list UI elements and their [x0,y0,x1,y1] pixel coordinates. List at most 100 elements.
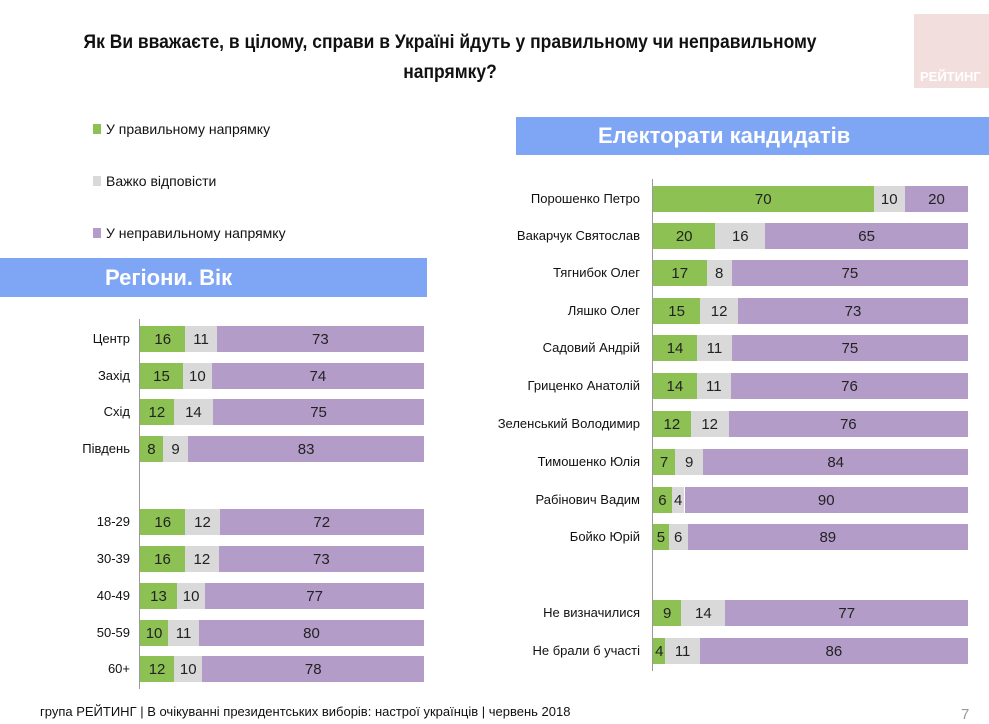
legend-label: У неправильному напрямку [106,225,286,241]
bar-right-direction: 12 [140,656,175,682]
category-label: Захід [97,368,130,383]
bar-right-direction: 14 [653,373,697,399]
bar-right-direction: 4 [653,638,666,664]
bar-hard-to-say: 14 [681,600,726,626]
rating-logo: РЕЙТИНГ [914,14,989,88]
legend-label: Важко відповісти [106,173,217,189]
bar-hard-to-say: 11 [696,373,731,399]
bar-right-direction: 5 [653,524,669,550]
category-label: Ляшко Олег [567,303,640,318]
bar-right-direction: 9 [653,600,682,626]
bar-hard-to-say: 12 [184,546,219,572]
bar-right-direction: 70 [653,186,874,212]
bar-wrong-direction: 75 [731,335,968,361]
bar-right-direction: 16 [140,326,186,352]
bar-hard-to-say: 10 [873,186,905,212]
bar-wrong-direction: 89 [687,524,968,550]
category-label: Центр [92,331,130,346]
legend-swatch-purple [93,228,101,238]
bar-hard-to-say: 12 [690,411,729,437]
bar-hard-to-say: 10 [183,363,212,389]
category-label: 50-59 [96,625,130,640]
bar-wrong-direction: 75 [213,399,424,425]
category-label: Не визначилися [543,605,640,620]
bar-right-direction: 15 [653,298,701,324]
bar-wrong-direction: 90 [684,487,968,513]
slide-title: Як Ви вважаєте, в цілому, справи в Украї… [83,32,817,83]
bar-hard-to-say: 14 [173,399,214,425]
bar-wrong-direction: 80 [199,620,424,646]
bar-hard-to-say: 10 [176,583,206,609]
category-label: Зеленський Володимир [497,416,640,431]
bar-right-direction: 12 [653,411,691,437]
bar-hard-to-say: 11 [665,638,700,664]
bar-wrong-direction: 86 [699,638,968,664]
bar-wrong-direction: 84 [703,449,968,475]
bar-hard-to-say: 11 [185,326,217,352]
footer: група РЕЙТИНГ | В очікуванні президентсь… [40,704,571,719]
bar-wrong-direction: 20 [905,186,968,212]
bar-wrong-direction: 74 [211,363,424,389]
bar-wrong-direction: 77 [725,600,968,626]
category-label: Бойко Юрій [569,529,640,544]
bar-hard-to-say: 9 [162,436,189,462]
bar-wrong-direction: 72 [219,509,424,535]
legend-item-right-direction: У правильному напрямку [93,121,270,137]
bar-wrong-direction: 75 [731,260,968,286]
bar-right-direction: 15 [140,363,184,389]
bar-wrong-direction: 76 [728,411,968,437]
legend-item-hard-to-say: Важко відповісти [93,173,216,189]
bar-right-direction: 12 [140,399,174,425]
legend-item-wrong-direction: У неправильному напрямку [93,225,286,241]
bar-wrong-direction: 83 [188,436,424,462]
bar-right-direction: 7 [653,449,676,475]
bar-wrong-direction: 65 [765,223,968,249]
bar-hard-to-say: 6 [668,524,688,550]
bar-wrong-direction: 73 [218,546,424,572]
bar-right-direction: 13 [140,583,177,609]
category-label: Схід [103,404,130,419]
bar-hard-to-say: 11 [168,620,200,646]
legend-swatch-green [93,124,101,134]
bar-hard-to-say: 11 [697,335,732,361]
category-label: 30-39 [96,551,130,566]
bar-wrong-direction: 76 [730,373,968,399]
bar-hard-to-say: 4 [671,487,685,513]
bar-wrong-direction: 73 [216,326,424,352]
bar-right-direction: 8 [140,436,163,462]
category-label: Тимошенко Юлія [537,454,640,469]
category-label: 40-49 [96,588,130,603]
category-label: Не брали б участі [532,643,641,658]
bar-wrong-direction: 77 [205,583,424,609]
bar-right-direction: 17 [653,260,707,286]
bar-hard-to-say: 12 [185,509,220,535]
y-axis-line [139,319,140,689]
bar-right-direction: 6 [653,487,672,513]
category-label: Вакарчук Святослав [516,228,640,243]
logo-text: РЕЙТИНГ [920,69,981,84]
bar-right-direction: 20 [653,223,716,249]
category-label: Південь [82,441,130,456]
category-label: Садовий Андрій [542,340,640,355]
category-label: Тягнибок Олег [553,265,640,280]
category-label: 60+ [107,661,130,676]
bar-right-direction: 14 [653,335,698,361]
category-label: Гриценко Анатолій [527,378,640,393]
regions-age-header: Регіони. Вік [0,258,427,297]
legend-label: У правильному напрямку [106,121,271,137]
bar-right-direction: 16 [140,546,185,572]
bar-right-direction: 10 [140,620,169,646]
category-label: 18-29 [96,514,130,529]
bar-hard-to-say: 12 [700,298,739,324]
bar-hard-to-say: 16 [715,223,766,249]
bar-wrong-direction: 73 [738,298,968,324]
category-label: Порошенко Петро [530,191,640,206]
y-axis-line [652,179,653,671]
legend-swatch-grey [93,176,101,186]
category-label: Рабінович Вадим [535,492,640,507]
bar-wrong-direction: 78 [202,656,424,682]
bar-hard-to-say: 8 [706,260,732,286]
page-number: 7 [961,706,970,723]
bar-hard-to-say: 10 [174,656,203,682]
bar-right-direction: 16 [140,509,186,535]
